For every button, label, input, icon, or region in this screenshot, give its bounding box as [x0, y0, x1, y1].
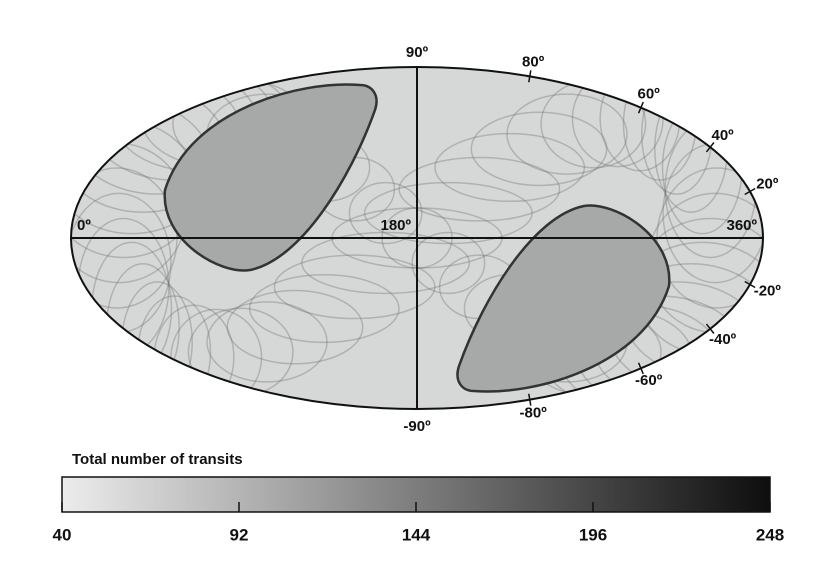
lat-label: -90º [403, 418, 431, 435]
colorbar-tick-label: 248 [756, 525, 784, 544]
lon-label: 360º [726, 217, 757, 234]
scan-ring [301, 231, 471, 295]
lat-label: 80º [522, 54, 545, 71]
lat-tick [637, 101, 644, 114]
scan-ring [348, 181, 423, 245]
lat-label: 60º [638, 86, 661, 103]
lat-tick [744, 280, 756, 289]
lat-tick [705, 142, 715, 153]
lat-tick [705, 323, 715, 334]
lon-label: 0º [77, 217, 91, 234]
lat-label: -80º [520, 404, 548, 421]
scan-ring [226, 289, 364, 365]
colorbar-title: Total number of transits [72, 451, 243, 468]
colorbar-tick-label: 196 [579, 525, 607, 544]
lat-label: 90º [406, 44, 429, 61]
lat-tick [637, 362, 644, 375]
scan-ring [363, 181, 533, 245]
scan-ring [248, 273, 400, 344]
lat-label: -20º [754, 282, 782, 299]
scan-ring [434, 132, 586, 203]
lat-label: -40º [709, 331, 737, 348]
scan-ring [470, 111, 608, 187]
north-blob [163, 83, 378, 272]
lat-tick [528, 70, 532, 83]
scan-ring [206, 301, 328, 383]
lat-tick [744, 187, 756, 196]
colorbar-tick-label: 40 [53, 525, 72, 544]
lat-tick [528, 393, 532, 406]
lat-label: 20º [756, 176, 779, 193]
south-blob [456, 204, 671, 393]
colorbar-tick-label: 92 [230, 525, 249, 544]
lat-label: 40º [711, 127, 734, 144]
scan-ring [411, 231, 486, 295]
scan-ring [273, 254, 436, 320]
colorbar-tick-label: 144 [402, 525, 431, 544]
scan-ring [506, 93, 628, 175]
lon-label: 180º [380, 217, 411, 234]
lat-label: -60º [635, 372, 663, 389]
scan-ring [398, 156, 561, 222]
